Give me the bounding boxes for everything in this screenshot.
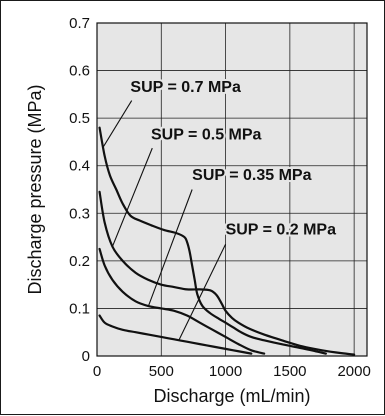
plot-area [97, 23, 367, 356]
x-tick-label: 500 [149, 363, 174, 380]
y-tick-label: 0.6 [69, 63, 90, 80]
callout-leader-sup-0-35-mpa [147, 189, 193, 307]
callout-label-sup-0-7-mpa: SUP = 0.7 MPa [130, 79, 241, 96]
callout-leader-sup-0-7-mpa [102, 100, 133, 147]
y-tick-label: 0.5 [69, 110, 90, 127]
series-line-sup-0-5-mpa [98, 190, 356, 356]
callout-label-halo: SUP = 0.35 MPa [192, 167, 311, 184]
y-axis-title: Discharge pressure (MPa) [25, 84, 45, 294]
plot-border [96, 22, 368, 357]
y-tick-label: 0 [82, 348, 90, 365]
series-line-sup-0-35-mpa [98, 247, 266, 355]
series-line-sup-0-7-mpa [98, 126, 327, 355]
tick-labels: 0 500 1000 1500 2000 0 0.1 0.2 0.3 0.4 0.5 0.6 0.7 [69, 15, 371, 380]
callout-label-halo: SUP = 0.7 MPa [130, 79, 241, 96]
x-tick-label: 1500 [273, 363, 306, 380]
callout-label-sup-0-2-mpa: SUP = 0.2 MPa [226, 222, 337, 239]
y-tick-label: 0.7 [69, 15, 90, 32]
y-tick-label: 0.4 [69, 158, 90, 175]
x-tick-label: 0 [93, 363, 101, 380]
x-axis-title: Discharge (mL/min) [153, 386, 310, 406]
series-group [98, 126, 356, 356]
callout-label-sup-0-5-mpa: SUP = 0.5 MPa [151, 127, 262, 144]
callout-label-sup-0-35-mpa: SUP = 0.35 MPa [192, 167, 311, 184]
callout-label-halo: SUP = 0.5 MPa [151, 127, 262, 144]
y-tick-label: 0.1 [69, 300, 90, 317]
x-tick-label: 2000 [337, 363, 370, 380]
x-tick-label: 1000 [209, 363, 242, 380]
y-tick-label: 0.2 [69, 253, 90, 270]
callout-leader-sup-0-2-mpa [178, 243, 227, 340]
callout-leader-sup-0-5-mpa [111, 147, 153, 247]
callout-label-halo: SUP = 0.2 MPa [226, 222, 337, 239]
y-tick-label: 0.3 [69, 205, 90, 222]
series-line-sup-0-2-mpa [98, 314, 253, 355]
